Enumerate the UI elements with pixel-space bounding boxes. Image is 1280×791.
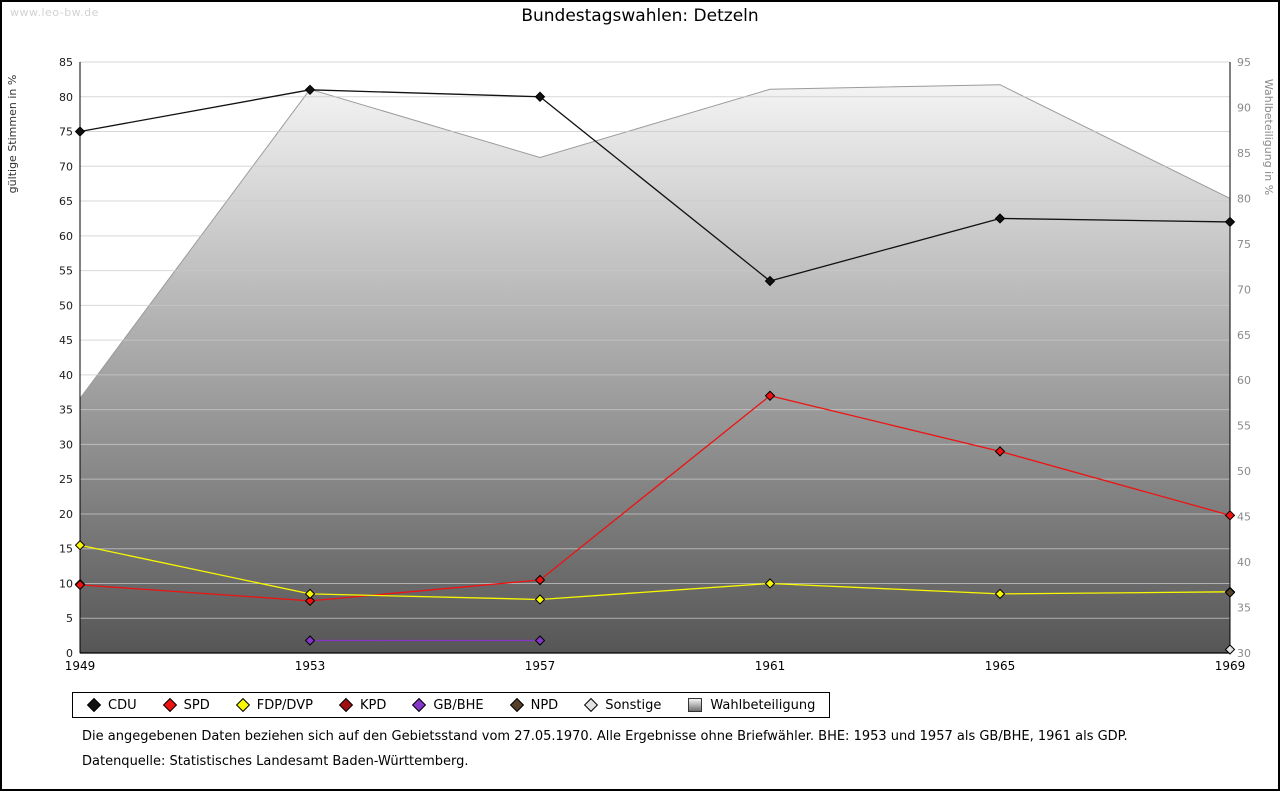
footnote-gebietsstand: Die angegebenen Daten beziehen sich auf … — [82, 729, 1128, 744]
legend-label-wahlbeteiligung: Wahlbeteiligung — [710, 697, 816, 713]
legend-label-gb-bhe: GB/BHE — [433, 697, 484, 713]
svg-text:75: 75 — [59, 126, 73, 139]
svg-text:5: 5 — [66, 612, 73, 625]
legend-label-sonstige: Sonstige — [605, 697, 662, 713]
tick-labels: 0 5 10 15 20 25 30 35 40 45 50 55 60 65 70 75 80 85 30 35 40… — [59, 56, 1251, 673]
svg-text:35: 35 — [59, 404, 73, 417]
series-gb-bhe — [304, 635, 546, 646]
svg-text:45: 45 — [59, 334, 73, 347]
legend-label-npd: NPD — [530, 697, 559, 713]
svg-text:1953: 1953 — [295, 659, 326, 673]
svg-text:70: 70 — [59, 160, 73, 173]
svg-text:80: 80 — [59, 91, 73, 104]
legend-item-sonstige: Sonstige — [584, 698, 661, 713]
svg-text:80: 80 — [1237, 192, 1251, 205]
legend-item-kpd: KPD — [338, 697, 387, 713]
turnout-area — [79, 84, 1231, 654]
svg-text:0: 0 — [66, 647, 73, 660]
svg-text:90: 90 — [1237, 101, 1251, 114]
axis-titles: gültige Stimmen in % Wahlbeteiligung in % — [6, 75, 1275, 195]
axes — [79, 62, 1231, 654]
legend-marker-kpd-diamond-icon — [338, 697, 354, 713]
svg-text:85: 85 — [59, 56, 73, 69]
svg-text:95: 95 — [1237, 56, 1251, 69]
legend: CDU SPD FDP/DVP KPD GB/BHE NPD Sonstige Wahlbet… — [72, 692, 831, 718]
svg-text:40: 40 — [1237, 556, 1251, 569]
svg-text:40: 40 — [59, 369, 73, 382]
legend-label-kpd: KPD — [359, 697, 387, 713]
svg-text:85: 85 — [1237, 147, 1251, 160]
svg-text:gültige Stimmen in %: gültige Stimmen in % — [6, 75, 19, 194]
series-sonstige — [1224, 644, 1236, 655]
svg-text:10: 10 — [59, 577, 73, 590]
svg-text:1949: 1949 — [65, 659, 96, 673]
legend-label-cdu: CDU — [108, 697, 137, 713]
legend-marker-fdp-dvp-diamond-icon — [235, 697, 250, 713]
legend-item-wahlbeteiligung: Wahlbeteiligung — [687, 698, 815, 713]
legend-label-spd: SPD — [183, 697, 210, 713]
svg-text:1961: 1961 — [755, 659, 786, 673]
svg-text:1969: 1969 — [1215, 659, 1246, 673]
series-spd — [74, 390, 1236, 607]
svg-text:55: 55 — [59, 265, 73, 278]
svg-text:30: 30 — [59, 438, 73, 451]
legend-item-cdu: CDU — [86, 697, 137, 713]
svg-text:70: 70 — [1237, 283, 1251, 296]
legend-marker-sonstige-diamond-icon — [584, 697, 599, 713]
series-npd — [1224, 587, 1236, 598]
legend-item-fdp-dvp: FDP/DVP — [235, 697, 313, 713]
chart-svg: 0 5 10 15 20 25 30 35 40 45 50 55 60 65 70 75 80 85 30 35 40… — [6, 56, 1275, 673]
gridlines — [80, 61, 1230, 619]
svg-text:1965: 1965 — [985, 659, 1016, 673]
legend-marker-wahlbeteiligung-square-icon — [688, 698, 703, 712]
svg-text:60: 60 — [1237, 374, 1251, 387]
svg-text:30: 30 — [1237, 647, 1251, 660]
svg-text:55: 55 — [1237, 420, 1251, 433]
legend-item-spd: SPD — [162, 697, 210, 713]
chart-title: Bundestagswahlen: Detzeln — [521, 6, 759, 26]
legend-marker-spd-diamond-icon — [162, 697, 177, 713]
svg-text:15: 15 — [59, 543, 73, 556]
svg-text:65: 65 — [1237, 329, 1251, 342]
watermark: www.leo-bw.de — [10, 6, 99, 19]
svg-text:20: 20 — [59, 508, 73, 521]
legend-marker-cdu-diamond-icon — [86, 697, 102, 713]
svg-text:75: 75 — [1237, 238, 1251, 251]
legend-marker-npd-diamond-icon — [509, 697, 524, 713]
svg-text:50: 50 — [1237, 465, 1251, 478]
svg-text:50: 50 — [59, 299, 73, 312]
svg-text:1957: 1957 — [525, 659, 556, 673]
legend-marker-gb-bhe-diamond-icon — [412, 697, 427, 713]
svg-text:45: 45 — [1237, 511, 1251, 524]
legend-label-fdp-dvp: FDP/DVP — [256, 697, 313, 713]
legend-item-npd: NPD — [509, 697, 559, 713]
legend-item-gb-bhe: GB/BHE — [412, 697, 484, 713]
svg-text:25: 25 — [59, 473, 73, 486]
series-cdu — [74, 84, 1236, 287]
svg-text:65: 65 — [59, 195, 73, 208]
svg-text:Wahlbeteiligung in %: Wahlbeteiligung in % — [1262, 79, 1275, 195]
svg-text:35: 35 — [1237, 602, 1251, 615]
svg-text:60: 60 — [59, 230, 73, 243]
footnote-datenquelle: Datenquelle: Statistisches Landesamt Bad… — [82, 754, 469, 769]
